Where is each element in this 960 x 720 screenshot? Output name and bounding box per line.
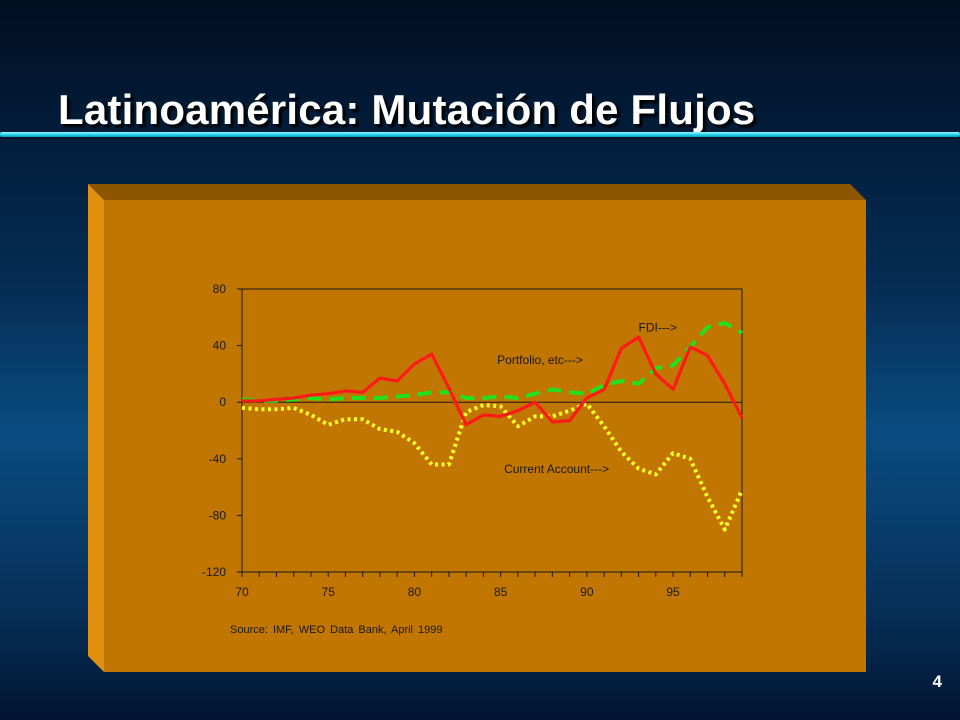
panel-side-face <box>88 184 104 672</box>
panel-front-face <box>104 200 866 672</box>
x-tick-label: 80 <box>408 585 422 599</box>
y-axis-ticks: 80 40 0 -40 -80 -120 <box>202 282 242 579</box>
x-tick-label: 90 <box>580 585 594 599</box>
annotation-layer: FDI---> Portfolio, etc---> Current Account… <box>497 320 677 476</box>
slide-title: Latinoamérica: Mutación de Flujos <box>58 86 756 133</box>
portfolio-annotation: Portfolio, etc---> <box>497 353 583 367</box>
x-tick-label: 95 <box>666 585 680 599</box>
title-underline <box>0 132 960 137</box>
y-tick-label: 80 <box>213 282 227 296</box>
panel-top-face <box>88 184 866 200</box>
series-layer <box>241 321 744 532</box>
y-tick-label: 40 <box>213 339 227 353</box>
source-note: Source: IMF, WEO Data Bank, April 1999 <box>230 624 443 636</box>
line-chart: 80 40 0 -40 -80 -120 70 75 80 85 90 95 FDI---> Port… <box>202 282 744 599</box>
x-tick-label: 85 <box>494 585 508 599</box>
fdi-annotation: FDI---> <box>639 320 677 334</box>
plot-frame <box>241 288 743 573</box>
y-tick-label: 0 <box>219 395 226 409</box>
y-tick-label: -80 <box>209 508 227 522</box>
current-account-line <box>241 401 744 532</box>
x-tick-label: 75 <box>322 585 336 599</box>
y-tick-label: -40 <box>209 452 227 466</box>
portfolio-line <box>241 321 743 403</box>
x-axis-ticks: 70 75 80 85 90 95 <box>235 572 743 599</box>
x-tick-label: 70 <box>235 585 249 599</box>
page-number: 4 <box>932 672 942 691</box>
current-account-annotation: Current Account---> <box>504 462 609 476</box>
y-tick-label: -120 <box>202 565 226 579</box>
fdi-line <box>242 335 744 427</box>
